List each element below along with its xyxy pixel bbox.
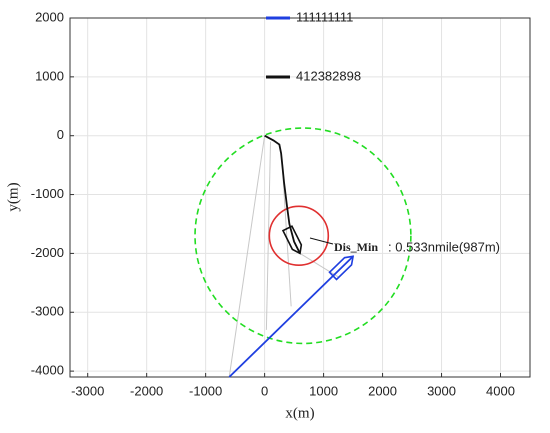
- track-line: [264, 134, 301, 254]
- x-tick-label: -1000: [189, 383, 222, 398]
- annotation-text: : 0.533nmile(987m): [388, 239, 500, 254]
- x-tick-label: 0: [261, 383, 268, 398]
- range-circle: [194, 127, 412, 345]
- x-tick-label: -3000: [71, 383, 104, 398]
- y-tick-label: 1000: [35, 68, 64, 83]
- ship-icon: [281, 225, 303, 255]
- link-line: [228, 135, 266, 378]
- legend-label: 111111111: [296, 9, 353, 24]
- legend-label: 412382898: [296, 68, 361, 83]
- y-tick-label: -4000: [31, 363, 64, 378]
- y-tick-label: -2000: [31, 245, 64, 260]
- y-tick-label: -1000: [31, 186, 64, 201]
- x-tick-label: 2000: [368, 383, 397, 398]
- annotation-label: Dis_Min: [334, 240, 378, 254]
- y-tick-label: 2000: [35, 9, 64, 24]
- plot-frame: [69, 17, 531, 378]
- track-line: [228, 255, 354, 378]
- range-circle: [268, 205, 330, 266]
- link-line: [299, 252, 339, 278]
- y-tick-label: 0: [57, 127, 64, 142]
- x-tick-label: 3000: [427, 383, 456, 398]
- dis-min-line: [309, 237, 334, 245]
- ship-icon: [328, 255, 355, 281]
- y-tick-label: -3000: [31, 304, 64, 319]
- link-line: [281, 165, 292, 307]
- x-tick-label: -2000: [130, 383, 163, 398]
- x-tick-label: 4000: [486, 383, 515, 398]
- y-axis-label: y(m): [5, 182, 21, 211]
- x-tick-label: 1000: [309, 383, 338, 398]
- x-axis-label: x(m): [285, 405, 314, 421]
- link-line: [265, 141, 272, 330]
